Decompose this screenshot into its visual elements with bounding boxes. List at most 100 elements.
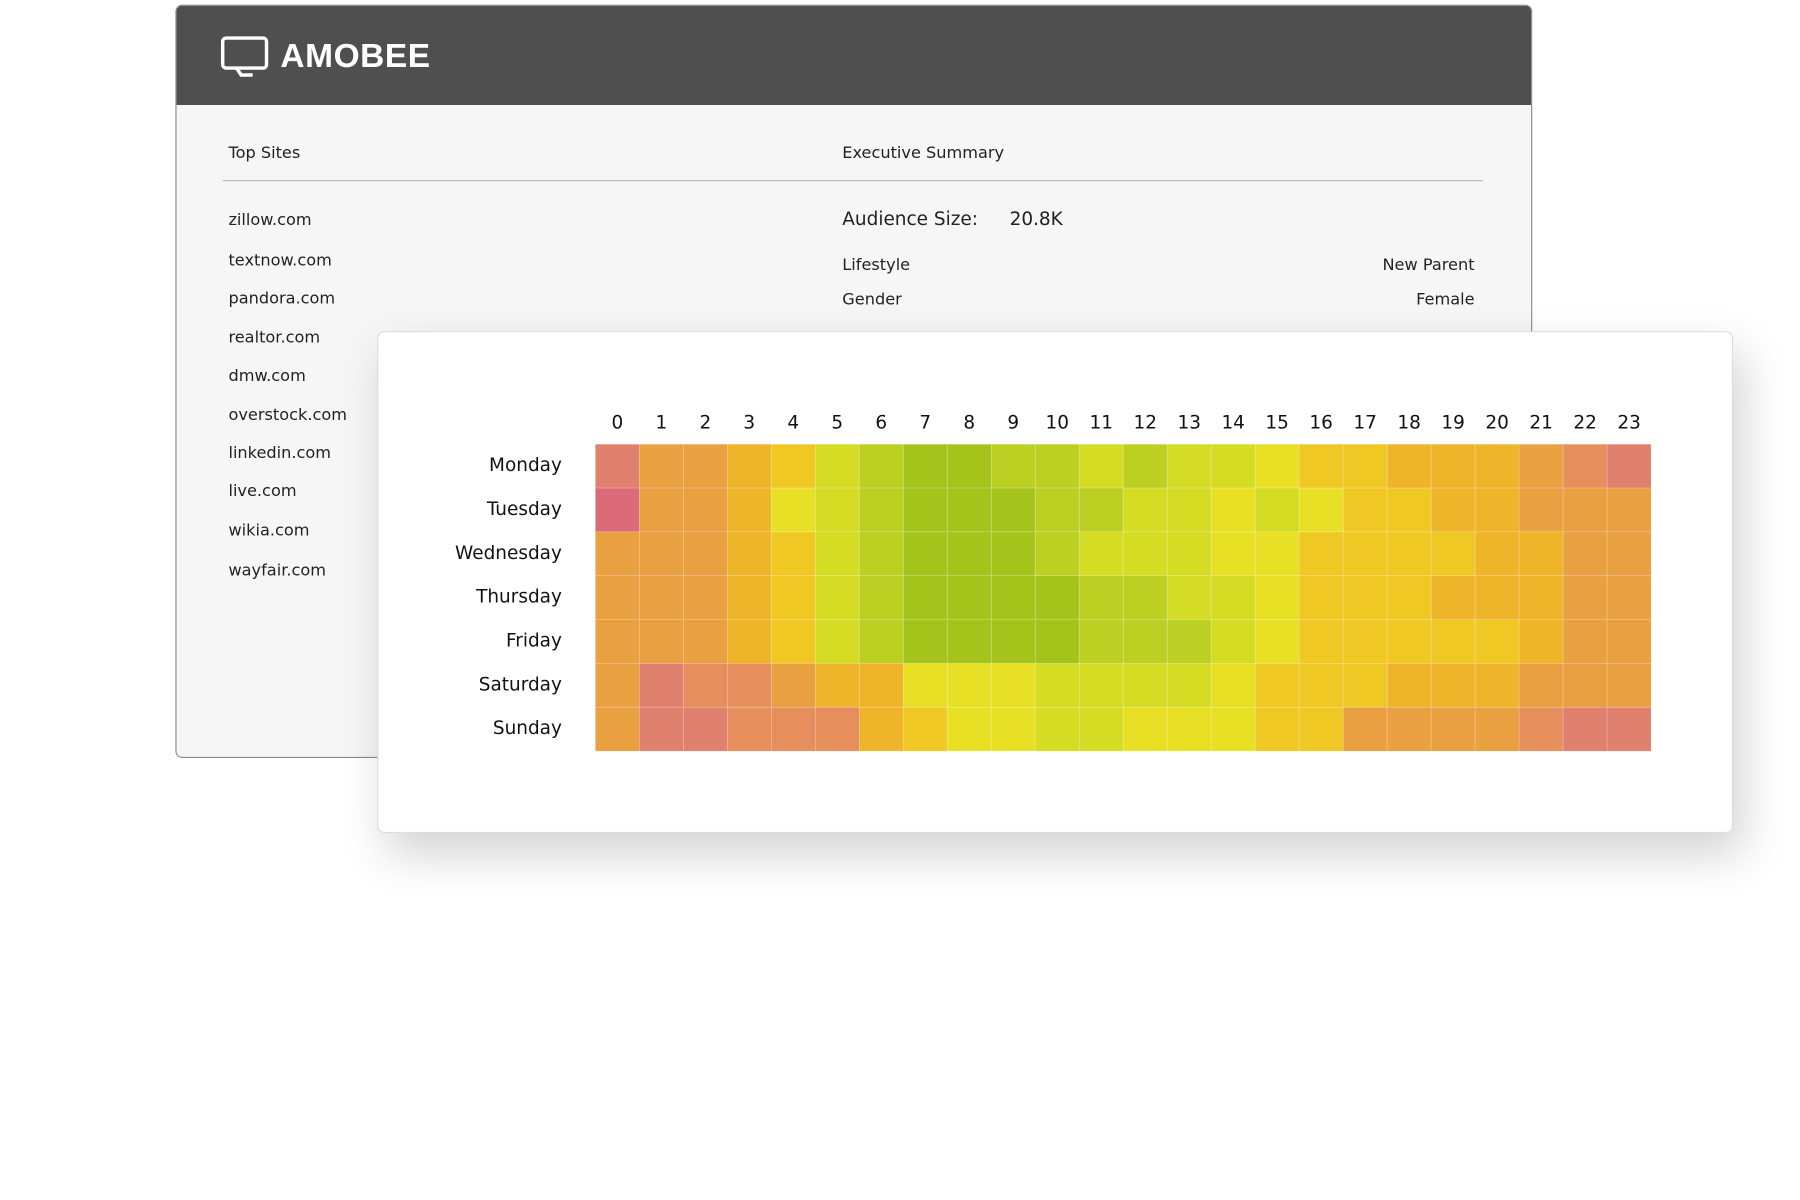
heatmap-cell <box>1078 531 1124 577</box>
heatmap-cell <box>770 575 816 620</box>
heatmap-cell <box>1078 706 1124 752</box>
heatmap-cell <box>1122 443 1168 489</box>
x-tick-label: 21 <box>1529 412 1552 433</box>
heatmap-cell <box>1078 443 1124 489</box>
heatmap-cell <box>1474 531 1520 577</box>
heatmap-cell <box>1166 706 1212 752</box>
heatmap-cell <box>770 663 816 708</box>
heatmap-cell <box>1518 575 1564 620</box>
logo: AMOBEE <box>220 36 430 78</box>
x-tick-label: 4 <box>787 412 799 433</box>
heatmap-cell <box>1562 487 1608 533</box>
heatmap-cell <box>1034 487 1080 533</box>
heatmap-cell <box>1254 619 1300 664</box>
x-tick-label: 8 <box>963 412 975 433</box>
heatmap-cell <box>726 706 772 752</box>
heatmap-cell <box>1386 575 1432 620</box>
heatmap-cell <box>1166 663 1212 708</box>
heatmap-cell <box>1034 619 1080 664</box>
heatmap-cell <box>770 531 816 577</box>
heatmap-cell <box>1210 575 1256 620</box>
heatmap-cell <box>726 531 772 577</box>
heatmap-cell <box>1078 663 1124 708</box>
heatmap-cell <box>946 663 992 708</box>
y-tick-label: Thursday <box>475 587 562 608</box>
heatmap-cell <box>1386 706 1432 752</box>
heatmap-cell <box>1342 706 1388 752</box>
heatmap-cell <box>990 706 1036 752</box>
heatmap-cell <box>1606 575 1652 620</box>
heatmap-cell <box>639 575 684 620</box>
heatmap-cell <box>902 443 948 489</box>
heatmap-cell <box>990 619 1036 664</box>
heatmap-cell <box>858 531 904 577</box>
heatmap-cell <box>726 443 772 489</box>
heatmap-cell <box>814 663 860 708</box>
heatmap-cell <box>1210 706 1256 752</box>
heatmap-cell <box>1034 706 1080 752</box>
heatmap-cell <box>1430 575 1476 620</box>
heatmap-cell <box>1430 487 1476 533</box>
heatmap-cell <box>946 619 992 664</box>
site: overstock.com <box>228 406 347 425</box>
x-tick-label: 0 <box>611 412 623 433</box>
y-tick-label: Sunday <box>493 718 562 739</box>
heatmap-cell <box>1342 575 1388 620</box>
heatmap-cell <box>1430 619 1476 664</box>
site: realtor.com <box>228 328 321 348</box>
heatmap-cell <box>726 487 772 533</box>
heatmap-cell <box>1166 443 1212 489</box>
heatmap-cell <box>814 531 860 577</box>
x-tick-label: 23 <box>1617 412 1640 433</box>
heatmap-cell <box>1474 619 1520 664</box>
site: wikia.com <box>228 521 310 540</box>
heatmap-cell <box>902 531 948 577</box>
x-tick-label: 18 <box>1397 412 1420 433</box>
heatmap-cell <box>1518 706 1564 752</box>
heatmap-cell <box>1122 706 1168 752</box>
heatmap: 0 1 2 3 4 5 6 7 8 9 10 11 12 13 14 15 16 17 18 19 20 21 22 23Mo… <box>455 412 1652 752</box>
heatmap-cell <box>639 531 684 577</box>
summary-label: Lifestyle <box>842 256 911 275</box>
heatmap-cell <box>1606 443 1652 489</box>
heatmap-cell <box>1606 663 1652 708</box>
heatmap-cell <box>1210 487 1256 533</box>
heatmap-cell <box>1254 443 1300 489</box>
heatmap-cell <box>682 531 728 577</box>
x-tick-label: 9 <box>1007 412 1019 433</box>
x-tick-label: 14 <box>1221 412 1244 433</box>
site: live.com <box>228 482 297 501</box>
heatmap-cell <box>990 575 1036 620</box>
heatmap-cell <box>990 663 1036 708</box>
header: AMOBEE <box>176 5 1532 105</box>
heatmap-cell <box>726 619 772 664</box>
heatmap-cell <box>682 443 728 489</box>
heatmap-cell <box>1562 663 1608 708</box>
heatmap-cell <box>1122 663 1168 708</box>
heatmap-cell <box>1034 663 1080 708</box>
audience-value: 20.8K <box>1009 207 1063 230</box>
heatmap-cell <box>1122 575 1168 620</box>
x-tick-label: 12 <box>1133 412 1156 433</box>
heatmap-cell <box>1166 575 1212 620</box>
y-tick-label: Friday <box>506 631 562 652</box>
heatmap-cell <box>595 575 640 620</box>
heatmap-cell <box>1298 531 1344 577</box>
heatmap-cell <box>726 663 772 708</box>
heatmap-cell <box>1254 706 1300 752</box>
x-tick-label: 15 <box>1265 412 1288 433</box>
heatmap-cell <box>1210 531 1256 577</box>
x-tick-label: 6 <box>875 412 887 433</box>
heatmap-cell <box>1166 487 1212 533</box>
heatmap-cell <box>1078 487 1124 533</box>
x-tick-label: 17 <box>1353 412 1376 433</box>
x-tick-label: 22 <box>1573 412 1596 433</box>
x-tick-label: 16 <box>1309 412 1332 433</box>
heatmap-cell <box>1122 487 1168 533</box>
heatmap-cell <box>1210 663 1256 708</box>
heatmap-cell <box>770 487 816 533</box>
heatmap-cell <box>639 706 684 752</box>
heatmap-cell <box>814 443 860 489</box>
section-title: Executive Summary <box>842 144 1005 163</box>
